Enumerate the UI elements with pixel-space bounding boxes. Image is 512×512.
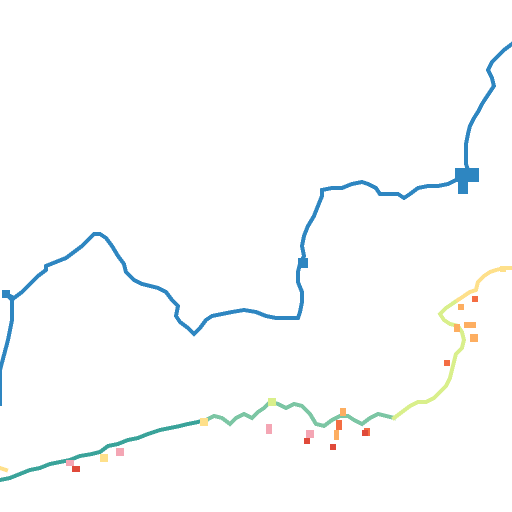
red-marker [304, 438, 310, 444]
warm-marker [458, 304, 464, 310]
red-marker [362, 430, 368, 436]
red-markers [72, 430, 368, 472]
blue-route-blob-2 [458, 180, 468, 194]
warm-marker [340, 408, 346, 416]
pink-marker [266, 424, 272, 434]
red-marker [330, 444, 336, 450]
warm-marker [336, 420, 342, 430]
pink-markers [66, 424, 314, 466]
warm-markers [334, 266, 506, 440]
blue-route [0, 41, 512, 406]
yellow-accents [100, 398, 276, 462]
gradient-route-segment-yellow [455, 266, 512, 303]
pink-marker [116, 448, 124, 456]
red-marker [72, 466, 80, 472]
blue-route-blob [455, 168, 479, 182]
blue-route-line [0, 41, 512, 406]
gradient-route [0, 266, 512, 483]
warm-marker [464, 322, 476, 328]
yellow-accent [200, 418, 208, 426]
yellow-accent [268, 398, 276, 406]
warm-marker [470, 334, 478, 342]
warm-marker [454, 324, 460, 332]
pink-marker [66, 460, 74, 466]
gradient-route-start-yellow [0, 465, 9, 473]
warm-marker [334, 430, 339, 440]
gradient-route-segment-lime [391, 297, 467, 421]
gradient-route-segment-green [203, 399, 397, 429]
blue-route-node [298, 258, 308, 268]
warm-marker [472, 296, 478, 302]
blue-route-node-2 [2, 290, 10, 298]
warm-marker [444, 360, 450, 366]
pink-marker [306, 430, 314, 438]
gradient-route-segment-teal [0, 417, 209, 483]
warm-marker [500, 266, 506, 272]
yellow-accent [100, 454, 108, 462]
